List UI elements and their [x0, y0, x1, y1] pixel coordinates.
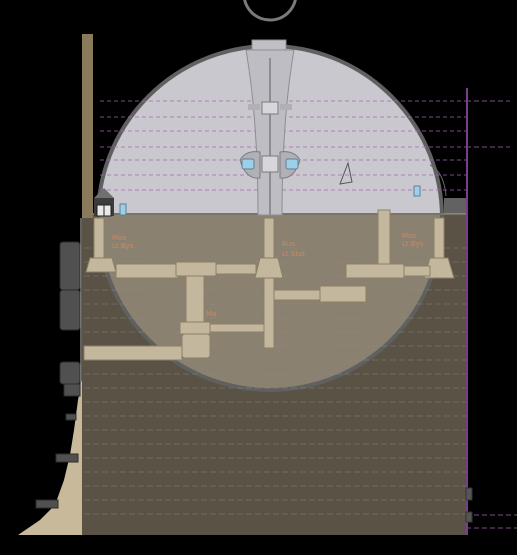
- top-ring: [243, 0, 297, 22]
- svg-text:Bus: Bus: [282, 240, 295, 248]
- window-icon: [285, 158, 299, 170]
- tunnel-network: [83, 209, 455, 361]
- central-tower: [239, 39, 301, 216]
- left-slope: [18, 380, 82, 535]
- svg-text:Lt Stat: Lt Stat: [282, 250, 305, 258]
- window-icon: [241, 158, 255, 170]
- svg-text:Ma: Ma: [206, 310, 216, 318]
- right-edge-marks: [466, 100, 517, 529]
- triangle-marker: [339, 161, 353, 185]
- right-curve: [429, 164, 447, 197]
- left-mast: [82, 34, 93, 218]
- tunnel-labels: Mos Lt Bys Bus Lt Stat Mos Lt Bys Ma: [112, 232, 424, 318]
- right-edge-squares: [465, 487, 473, 523]
- svg-text:Mos: Mos: [112, 234, 126, 242]
- left-house: [94, 188, 127, 217]
- svg-text:Lt Bys: Lt Bys: [112, 242, 134, 250]
- svg-text:Mos: Mos: [402, 232, 416, 240]
- left-blocks: [35, 241, 81, 509]
- svg-text:Lt Bys: Lt Bys: [402, 240, 424, 248]
- window-icon: [413, 185, 421, 197]
- right-panel: [444, 198, 466, 214]
